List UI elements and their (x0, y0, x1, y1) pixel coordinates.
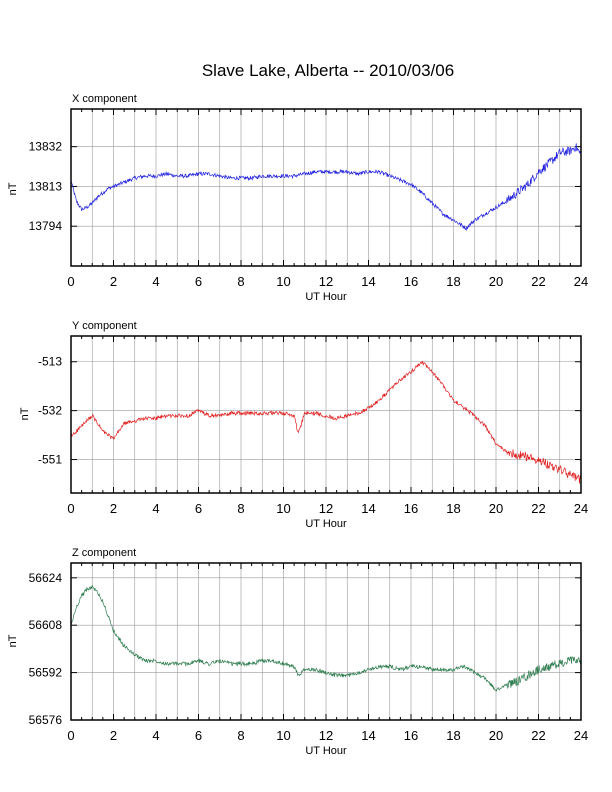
x-axis-label: UT Hour (305, 291, 347, 303)
x-tick-label: 14 (361, 501, 375, 516)
y-axis-label: nT (7, 634, 19, 647)
x-tick-label: 18 (446, 728, 460, 743)
x-tick-label: 10 (276, 728, 290, 743)
x-tick-label: 0 (67, 501, 74, 516)
x-tick-label: 12 (319, 728, 333, 743)
panel-title: Z component (72, 547, 136, 559)
grid-lines (70, 109, 582, 266)
x-tick-label: 18 (446, 501, 460, 516)
x-tick-label: 8 (237, 501, 244, 516)
x-tick-label: 8 (237, 728, 244, 743)
panel-z-component: Z component 0 2 4 6 8 10 12 14 16 18 20 22 24 565765… (7, 547, 588, 757)
x-tick-label: 16 (404, 274, 418, 289)
x-tick-label: 10 (276, 501, 290, 516)
y-tick-label: 56608 (29, 618, 63, 632)
x-tick-label: 20 (489, 728, 503, 743)
x-tick-label: 2 (110, 728, 117, 743)
y-tick-label: 56592 (29, 666, 63, 680)
x-tick-label: 2 (110, 501, 117, 516)
x-tick-label: 20 (489, 274, 503, 289)
x-tick-label: 0 (67, 274, 74, 289)
panel-title: X component (72, 93, 137, 105)
panel-x-component: X component 0 2 4 6 8 10 12 14 16 18 20 22 24 137941… (7, 93, 588, 303)
x-tick-label: 24 (574, 274, 588, 289)
y-tick-label: 13813 (29, 179, 63, 193)
x-tick-label: 18 (446, 274, 460, 289)
y-tick-label: 13794 (29, 219, 63, 233)
x-tick-labels: 0 2 4 6 8 10 12 14 16 18 20 22 24 (67, 274, 588, 289)
y-axis-label: nT (7, 182, 19, 195)
x-tick-label: 12 (319, 501, 333, 516)
figure-title: Slave Lake, Alberta -- 2010/03/06 (202, 61, 454, 80)
y-tick-label: -532 (38, 404, 62, 418)
x-tick-label: 12 (319, 274, 333, 289)
x-tick-label: 6 (195, 728, 202, 743)
x-tick-label: 22 (531, 501, 545, 516)
y-tick-label: -551 (38, 453, 62, 467)
x-tick-labels: 0 2 4 6 8 10 12 14 16 18 20 22 24 (67, 728, 588, 743)
y-tick-labels: -513 -532 -551 (38, 355, 62, 467)
plot-frame (70, 108, 582, 267)
y-tick-labels: 56576 56592 56608 56624 (29, 571, 63, 727)
x-tick-label: 8 (237, 274, 244, 289)
x-tick-label: 24 (574, 501, 588, 516)
y-tick-label: 13832 (29, 140, 63, 154)
y-tick-label: 56624 (29, 571, 63, 585)
x-tick-label: 22 (531, 728, 545, 743)
y-tick-labels: 13794 13813 13832 (29, 140, 63, 234)
x-tick-label: 2 (110, 274, 117, 289)
y-tick-label: 56576 (29, 713, 63, 727)
series-line-z (70, 585, 582, 692)
x-tick-label: 20 (489, 501, 503, 516)
x-axis-label: UT Hour (305, 745, 347, 757)
y-axis-label: nT (19, 407, 31, 420)
x-axis-label: UT Hour (305, 518, 347, 530)
x-tick-label: 4 (152, 501, 159, 516)
y-tick-label: -513 (38, 355, 62, 369)
x-tick-label: 10 (276, 274, 290, 289)
x-tick-label: 16 (404, 501, 418, 516)
x-tick-label: 6 (195, 501, 202, 516)
x-tick-label: 4 (152, 728, 159, 743)
series-line-x (70, 143, 582, 232)
x-tick-label: 4 (152, 274, 159, 289)
x-tick-label: 14 (361, 728, 375, 743)
x-tick-label: 14 (361, 274, 375, 289)
panel-y-component: Y component 0 2 4 6 8 10 12 14 16 18 20 22 24 -513-5… (19, 320, 588, 530)
x-tick-label: 24 (574, 728, 588, 743)
plot-frame (70, 562, 582, 721)
panel-title: Y component (72, 320, 137, 332)
plot-frame (70, 335, 582, 494)
series-line-y (70, 360, 582, 484)
x-tick-labels: 0 2 4 6 8 10 12 14 16 18 20 22 24 (67, 501, 588, 516)
x-tick-label: 6 (195, 274, 202, 289)
x-tick-label: 0 (67, 728, 74, 743)
x-tick-label: 22 (531, 274, 545, 289)
x-tick-label: 16 (404, 728, 418, 743)
